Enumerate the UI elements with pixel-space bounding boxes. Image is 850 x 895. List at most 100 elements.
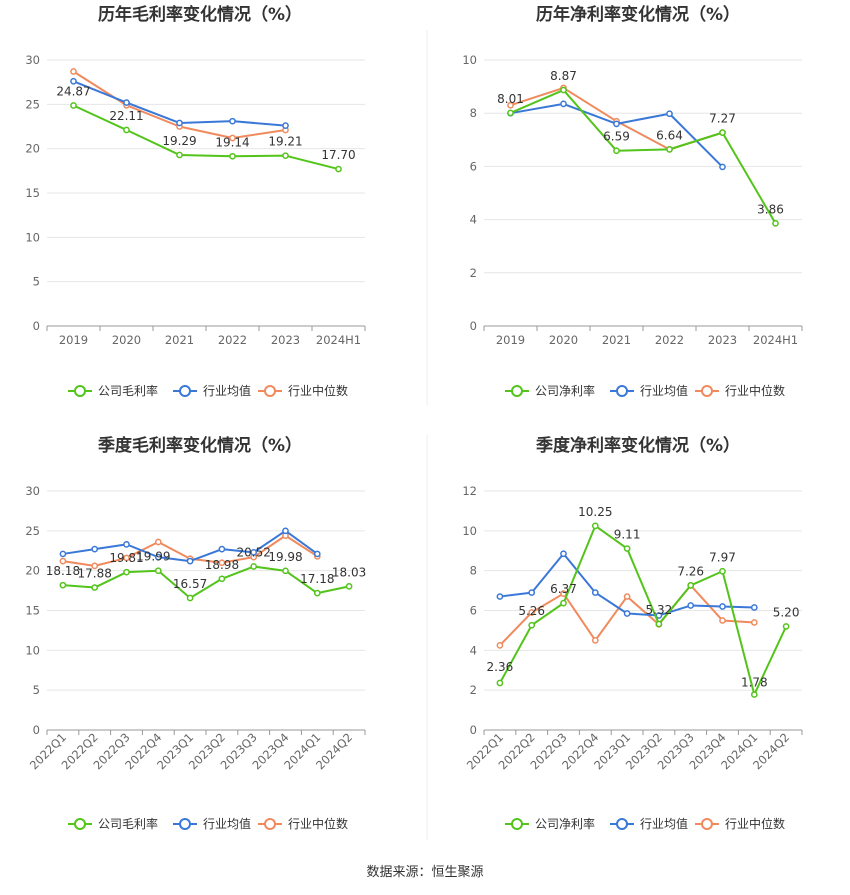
data-label: 5.20 — [773, 605, 800, 619]
data-point-avg — [719, 163, 726, 171]
data-label: 19.81 — [109, 551, 143, 565]
legend-item-company: 公司毛利率 — [68, 383, 158, 398]
legend-marker — [616, 385, 628, 397]
data-label: 18.18 — [46, 564, 80, 578]
data-point-company — [782, 623, 790, 630]
data-point-median — [91, 562, 99, 570]
data-point-median — [59, 557, 67, 565]
y-tick-label: 20 — [25, 142, 40, 156]
data-label: 18.03 — [332, 565, 366, 579]
data-point-company — [719, 567, 726, 575]
legend-item-avg: 行业均值 — [173, 816, 251, 831]
y-tick-label: 4 — [470, 643, 477, 657]
legend-label: 公司毛利率 — [98, 383, 158, 398]
legend-label: 行业均值 — [203, 383, 251, 398]
y-tick-label: 10 — [25, 643, 40, 657]
y-tick-label: 6 — [470, 604, 477, 618]
legend-label: 行业中位数 — [288, 816, 348, 831]
legend-marker — [511, 818, 523, 830]
data-label: 7.97 — [709, 550, 736, 564]
legend-item-median: 行业中位数 — [695, 383, 785, 398]
data-point-company — [345, 583, 353, 590]
data-point-median — [750, 619, 758, 626]
legend-marker — [74, 818, 86, 830]
x-tick-label: 2024H1 — [316, 333, 361, 347]
y-tick-label: 8 — [470, 564, 477, 578]
legend-item-avg: 行业均值 — [610, 383, 688, 398]
y-tick-label: 30 — [25, 53, 40, 67]
data-point-company — [250, 563, 258, 570]
data-label: 18.98 — [205, 558, 239, 572]
data-point-median — [528, 609, 536, 616]
data-point-median — [229, 134, 236, 142]
chart-title: 季度净利率变化情况（%） — [536, 435, 740, 456]
data-point-company — [123, 126, 130, 134]
legend-label: 行业均值 — [640, 816, 688, 831]
chart-title: 历年毛利率变化情况（%） — [98, 4, 302, 25]
data-point-median — [719, 617, 726, 624]
x-tick-label: 2020 — [112, 333, 141, 347]
data-point-median — [560, 590, 567, 597]
data-point-avg — [218, 545, 226, 553]
data-point-avg — [91, 545, 99, 553]
data-point-company — [282, 567, 289, 575]
data-point-median — [123, 554, 130, 562]
y-tick-label: 10 — [462, 524, 477, 538]
legend-item-avg: 行业均值 — [610, 816, 688, 831]
data-label: 19.99 — [136, 550, 170, 564]
x-tick-label: 2019 — [496, 333, 525, 347]
series-line-company — [62, 565, 350, 599]
legend-label: 行业均值 — [203, 816, 251, 831]
data-point-company — [719, 129, 726, 136]
data-point-avg — [560, 100, 567, 108]
y-tick-label: 0 — [33, 723, 40, 737]
x-tick-label: 2021 — [165, 333, 194, 347]
legend-label: 行业中位数 — [725, 816, 785, 831]
data-label: 7.27 — [709, 112, 736, 126]
data-label: 17.18 — [300, 572, 334, 586]
data-point-company — [91, 584, 99, 591]
data-point-avg — [176, 119, 183, 127]
data-point-avg — [70, 77, 77, 85]
y-tick-label: 30 — [25, 484, 40, 498]
data-label: 8.01 — [497, 92, 524, 106]
y-tick-label: 0 — [33, 319, 40, 333]
data-point-company — [750, 691, 758, 698]
data-label: 20.52 — [237, 546, 271, 560]
source-note: 数据来源：恒生聚源 — [366, 865, 483, 880]
data-point-avg — [496, 593, 504, 600]
data-point-avg — [719, 603, 726, 610]
data-point-avg — [154, 553, 162, 561]
x-tick-label: 2024H1 — [753, 333, 798, 347]
data-point-avg — [591, 589, 599, 596]
data-label: 10.25 — [578, 505, 612, 519]
legend-label: 行业均值 — [640, 383, 688, 398]
data-point-company — [623, 545, 631, 552]
data-label: 19.14 — [215, 135, 249, 149]
legend-label: 公司净利率 — [535, 383, 595, 398]
chart-title: 历年净利率变化情况（%） — [536, 4, 740, 25]
data-point-median — [154, 538, 162, 546]
legend-marker — [179, 385, 191, 397]
data-point-company — [218, 575, 226, 583]
y-tick-label: 2 — [470, 683, 477, 697]
data-point-avg — [282, 527, 289, 535]
data-point-avg — [666, 110, 673, 118]
legend-item-company: 公司毛利率 — [68, 816, 158, 831]
x-tick-label: 2023 — [708, 333, 737, 347]
data-point-company — [560, 599, 567, 607]
data-point-company — [229, 152, 236, 160]
data-label: 6.59 — [603, 130, 630, 144]
data-point-avg — [528, 589, 536, 596]
legend-marker — [616, 818, 628, 830]
data-label: 16.57 — [173, 577, 207, 591]
data-point-company — [560, 86, 567, 94]
legend-marker — [264, 385, 276, 397]
data-label: 2.36 — [487, 660, 514, 674]
data-point-company — [528, 621, 536, 629]
series-line-avg — [73, 80, 286, 127]
data-point-company — [496, 679, 504, 687]
y-tick-label: 25 — [25, 524, 40, 538]
y-tick-label: 0 — [470, 723, 477, 737]
